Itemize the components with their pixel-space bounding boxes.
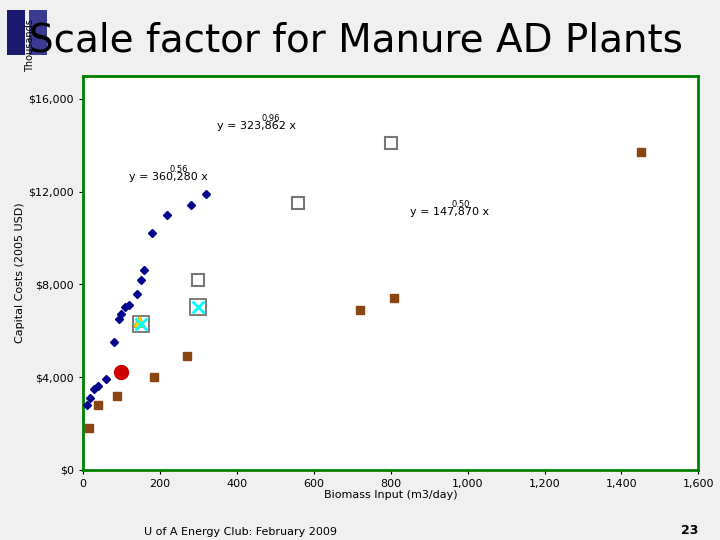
Text: 0.56: 0.56 — [169, 165, 188, 174]
Text: y = 323,862 x: y = 323,862 x — [217, 121, 297, 131]
Text: U of A Energy Club: February 2009: U of A Energy Club: February 2009 — [144, 527, 337, 537]
Text: Thousands: Thousands — [25, 19, 35, 72]
Bar — [29, 10, 47, 55]
Y-axis label: Capital Costs (2005 USD): Capital Costs (2005 USD) — [15, 202, 25, 343]
Text: y = 147,870 x: y = 147,870 x — [410, 207, 489, 217]
Bar — [7, 10, 25, 55]
Text: 0.96: 0.96 — [261, 114, 280, 123]
X-axis label: Biomass Input (m3/day): Biomass Input (m3/day) — [324, 490, 457, 500]
Text: Scale factor for Manure AD Plants: Scale factor for Manure AD Plants — [29, 22, 683, 59]
Text: 0.50: 0.50 — [451, 200, 469, 208]
Text: 23: 23 — [681, 524, 698, 537]
Text: y = 360,280 x: y = 360,280 x — [129, 172, 208, 182]
